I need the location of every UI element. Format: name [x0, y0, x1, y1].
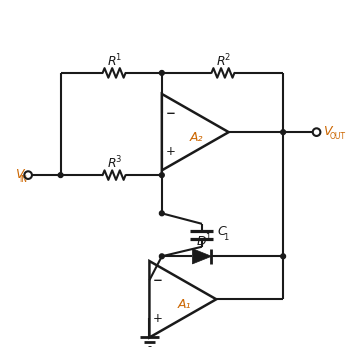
Text: R: R	[108, 157, 117, 170]
Text: 3: 3	[115, 155, 121, 164]
Text: 2: 2	[224, 53, 229, 62]
Text: −: −	[166, 106, 175, 120]
Text: R: R	[217, 55, 225, 68]
Text: −: −	[153, 274, 163, 287]
Circle shape	[160, 173, 164, 178]
Circle shape	[160, 211, 164, 216]
Text: 1: 1	[223, 233, 228, 242]
Circle shape	[58, 173, 63, 178]
Circle shape	[160, 71, 164, 75]
Circle shape	[281, 254, 286, 259]
Text: A₂: A₂	[190, 131, 203, 144]
Text: 1: 1	[115, 53, 120, 62]
Polygon shape	[192, 248, 212, 264]
Text: V: V	[323, 125, 332, 138]
Text: IN: IN	[20, 175, 28, 184]
Text: A₁: A₁	[177, 299, 191, 311]
Circle shape	[281, 130, 286, 135]
Text: D: D	[197, 235, 207, 247]
Text: OUT: OUT	[330, 132, 346, 141]
Text: +: +	[166, 145, 175, 158]
Circle shape	[160, 254, 164, 259]
Text: R: R	[108, 55, 117, 68]
Text: 1: 1	[205, 233, 210, 242]
Text: +: +	[153, 312, 163, 325]
Text: C: C	[217, 225, 226, 238]
Text: V: V	[15, 168, 23, 181]
